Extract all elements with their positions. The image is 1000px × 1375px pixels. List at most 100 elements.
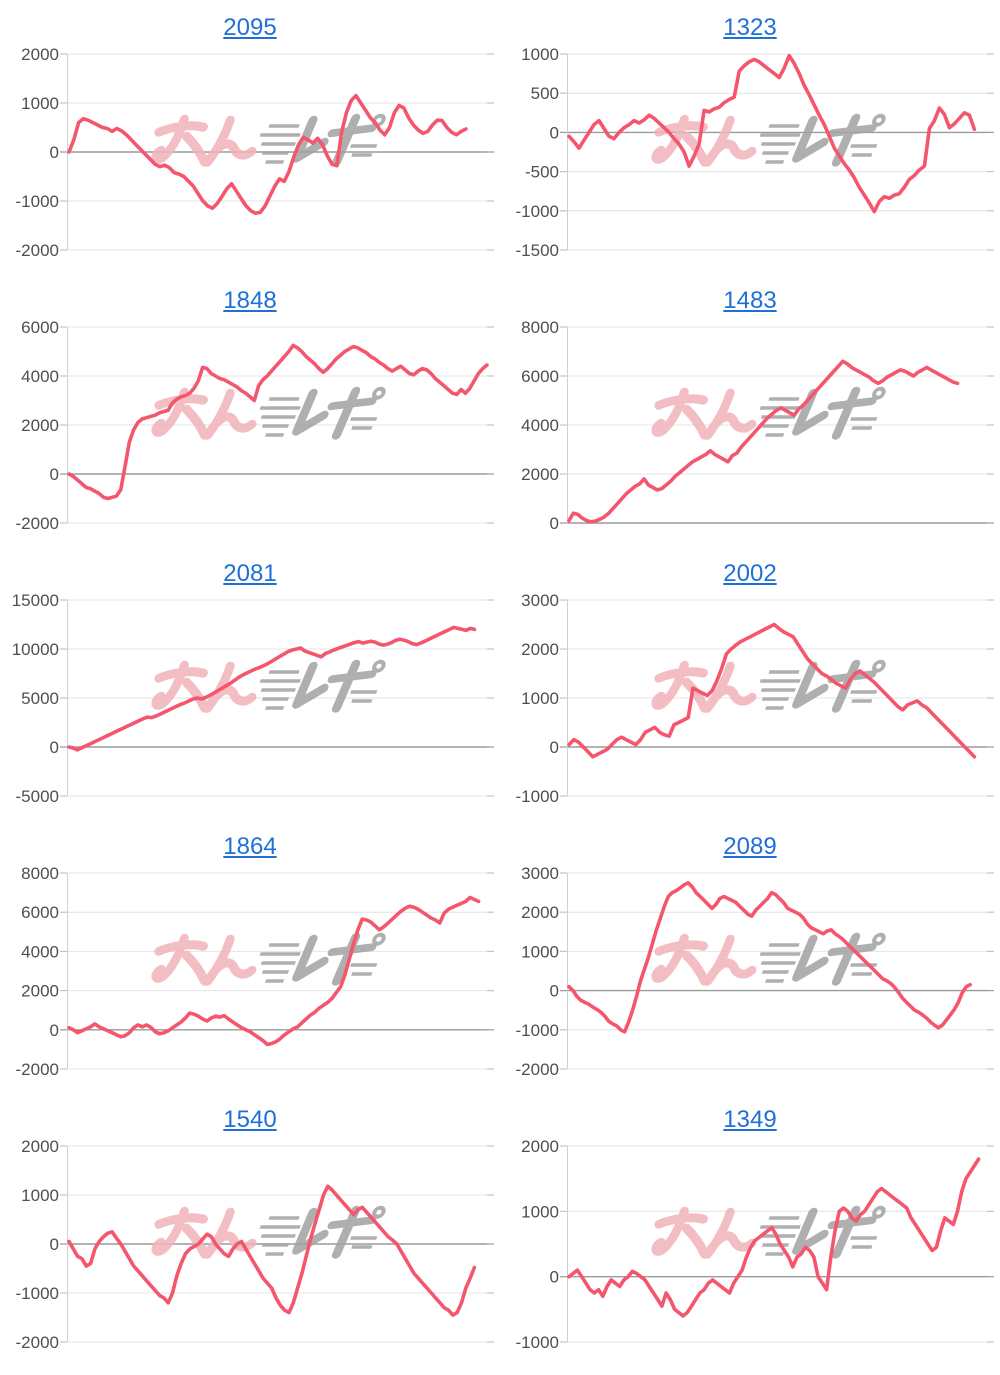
chart-title-link[interactable]: 1540	[223, 1106, 277, 1133]
chart-cell: 1323 1000 500 0 -500 -1000 -1500	[500, 6, 1000, 279]
y-axis-label: 0	[50, 1021, 59, 1040]
watermark-logo	[651, 1205, 886, 1259]
chart-title-wrap: 1540	[0, 1098, 500, 1134]
chart-title-link[interactable]: 1349	[723, 1106, 777, 1133]
y-axis-label: 0	[50, 1235, 59, 1254]
chart-title-wrap: 1848	[0, 279, 500, 315]
watermark-logo	[151, 113, 386, 167]
y-axis-label: 5000	[21, 689, 59, 708]
chart-title-wrap: 2002	[500, 552, 1000, 588]
line-chart: 8000 6000 4000 2000 0	[521, 318, 994, 533]
y-axis-label: 1000	[521, 689, 559, 708]
payout-line	[67, 1184, 477, 1317]
watermark-logo	[651, 386, 886, 440]
y-axis-label: 1000	[21, 94, 59, 113]
chart-cell: 1540 2000 1000 0 -1000 -2000	[0, 1098, 500, 1371]
y-axis-label: -2000	[516, 1060, 559, 1079]
line-chart: 2000 1000 0 -1000	[516, 1137, 994, 1352]
y-axis-label: 2000	[21, 1137, 59, 1156]
chart-cell: 1483 8000 6000 4000 2000 0	[500, 279, 1000, 552]
chart-title-wrap: 2095	[0, 6, 500, 42]
watermark-logo	[151, 932, 386, 986]
watermark-gray-glyphs	[259, 386, 386, 440]
line-chart: 2000 1000 0 -1000 -2000	[16, 1137, 494, 1352]
y-axis-label: 10000	[12, 640, 59, 659]
y-axis-label: 0	[550, 123, 559, 142]
payout-line	[567, 880, 973, 1034]
watermark-pink-glyphs	[651, 1206, 757, 1259]
y-axis-label: -2000	[16, 241, 59, 260]
chart-cell: 2002 3000 2000 1000 0 -1000	[500, 552, 1000, 825]
y-axis-label: -1000	[516, 1021, 559, 1040]
y-axis-label: 2000	[521, 903, 559, 922]
watermark-logo	[151, 659, 386, 713]
chart-title-link[interactable]: 1483	[723, 287, 777, 314]
chart-title-link[interactable]: 1848	[223, 287, 277, 314]
chart-cell: 2081 15000 10000 5000 0 -5000	[0, 552, 500, 825]
line-chart: 15000 10000 5000 0 -5000	[12, 591, 494, 806]
y-axis-label: -2000	[16, 1060, 59, 1079]
line-chart: 8000 6000 4000 2000 0 -2000	[16, 864, 494, 1079]
y-axis-label: 6000	[21, 903, 59, 922]
payout-line	[567, 1157, 981, 1318]
watermark-gray-glyphs	[259, 932, 386, 986]
payout-line	[567, 622, 977, 759]
watermark-gray-glyphs	[759, 386, 886, 440]
y-axis-label: 8000	[21, 864, 59, 883]
y-axis-label: -2000	[16, 514, 59, 533]
chart-title-wrap: 1483	[500, 279, 1000, 315]
y-axis-label: 1000	[21, 1186, 59, 1205]
y-axis-label: 0	[50, 143, 59, 162]
y-axis-label: 2000	[521, 1137, 559, 1156]
y-axis-label: 6000	[521, 367, 559, 386]
y-axis-label: 8000	[521, 318, 559, 337]
payout-line	[67, 895, 481, 1047]
chart-title-wrap: 2081	[0, 552, 500, 588]
chart-title-link[interactable]: 1864	[223, 833, 277, 860]
line-chart: 2000 1000 0 -1000 -2000	[16, 45, 494, 260]
y-axis-label: 2000	[521, 640, 559, 659]
payout-line	[67, 625, 477, 752]
chart-cell: 1349 2000 1000 0 -1000	[500, 1098, 1000, 1371]
y-axis-label: 0	[550, 982, 559, 1001]
watermark-logo	[651, 932, 886, 986]
y-axis-label: 3000	[521, 591, 559, 610]
chart-title-link[interactable]: 1323	[723, 14, 777, 41]
chart-title-link[interactable]: 2002	[723, 560, 777, 587]
chart-title-wrap: 1323	[500, 6, 1000, 42]
chart-title-link[interactable]: 2095	[223, 14, 277, 41]
y-axis-label: -1000	[516, 1333, 559, 1352]
watermark-logo	[151, 1205, 386, 1259]
y-axis-label: 1000	[521, 45, 559, 64]
y-axis-label: 1000	[521, 942, 559, 961]
chart-title-wrap: 2089	[500, 825, 1000, 861]
y-axis-label: 4000	[21, 367, 59, 386]
payout-line	[567, 359, 960, 524]
chart-cell: 2089 3000 2000 1000 0 -1000 -2000	[500, 825, 1000, 1098]
watermark-pink-glyphs	[651, 933, 757, 986]
y-axis-label: 0	[50, 738, 59, 757]
y-axis-label: 1000	[521, 1202, 559, 1221]
chart-title-link[interactable]: 2081	[223, 560, 277, 587]
chart-title-wrap: 1864	[0, 825, 500, 861]
payout-line	[67, 93, 468, 216]
chart-cell: 1864 8000 6000 4000 2000 0 -2000	[0, 825, 500, 1098]
watermark-gray-glyphs	[259, 659, 386, 713]
watermark-pink-glyphs	[151, 114, 257, 167]
line-chart: 3000 2000 1000 0 -1000	[516, 591, 994, 806]
watermark-gray-glyphs	[759, 932, 886, 986]
payout-line	[567, 53, 977, 214]
y-axis-label: -500	[525, 163, 559, 182]
watermark-pink-glyphs	[151, 933, 257, 986]
y-axis-label: -5000	[16, 787, 59, 806]
chart-cell: 2095 2000 1000 0 -1000 -2000	[0, 6, 500, 279]
y-axis-label: -1000	[516, 202, 559, 221]
y-axis-label: 4000	[521, 416, 559, 435]
watermark-pink-glyphs	[651, 387, 757, 440]
payout-line	[67, 343, 489, 501]
y-axis-label: 2000	[21, 416, 59, 435]
line-chart: 6000 4000 2000 0 -2000	[16, 318, 494, 533]
y-axis-label: -1000	[516, 787, 559, 806]
chart-title-link[interactable]: 2089	[723, 833, 777, 860]
watermark-logo	[151, 386, 386, 440]
